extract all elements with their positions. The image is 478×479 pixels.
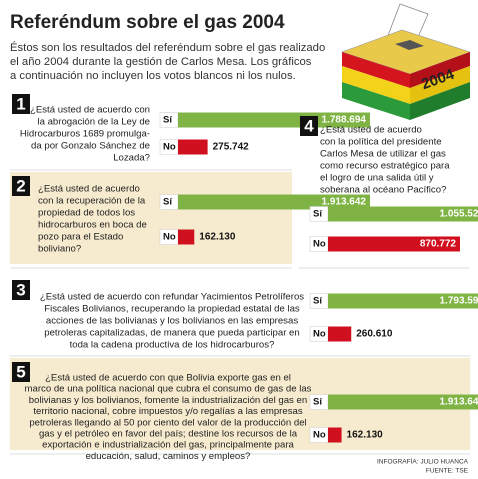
- intro-line: a continuación no incluyen los votos bla…: [10, 70, 296, 82]
- question-line: Fiscales Bolivianos, recuperando la prop…: [44, 304, 300, 315]
- source: FUENTE: TSE: [426, 468, 469, 475]
- value-label: 275.742: [213, 142, 250, 153]
- question-line: educación, salud, caminos y empleos?: [86, 451, 251, 462]
- answer-label: Sí: [313, 397, 322, 408]
- question-line: ¿Está usted de acuerdo con que Bolivia e…: [45, 373, 291, 384]
- value-label: 1.913.642: [322, 197, 367, 208]
- question-line: pozo para el Estado: [38, 232, 123, 243]
- question-line: territorio nacional, cobre impuestos y/o…: [33, 406, 302, 417]
- question-line: da por Gonzalo Sánchez de: [31, 141, 150, 152]
- question-line: hidrocarburos en boca de: [38, 220, 147, 231]
- question-line: Hidrocarburos 1689 promulga-: [20, 129, 150, 140]
- question-line: propiedad de todos los: [38, 208, 135, 219]
- yes-bar: [178, 194, 370, 210]
- value-label: 1.913.642: [440, 397, 478, 408]
- answer-label: No: [313, 329, 326, 340]
- question-line: gas y el petróleo en favor del país; des…: [39, 429, 298, 440]
- value-label: 162.130: [199, 232, 236, 243]
- answer-label: Sí: [163, 115, 172, 126]
- value-label: 1.793.594: [440, 296, 478, 307]
- no-bar: [178, 139, 208, 155]
- intro-line: el año 2004 durante la gestión de Carlos…: [10, 56, 312, 68]
- question-line: marco de una política nacional que cubra…: [25, 384, 312, 395]
- question-line: toda la cadena productiva de los hidroca…: [70, 340, 275, 351]
- question-line: Carlos Mesa de utilizar el gas: [320, 149, 446, 160]
- question-line: boliviano?: [38, 244, 81, 255]
- number-box: [300, 116, 318, 136]
- question-number: 2: [16, 176, 25, 195]
- yes-bar: [328, 293, 478, 309]
- question-number: 3: [16, 280, 25, 299]
- question-line: petroleras llegando al 50 por ciento del…: [29, 417, 306, 428]
- no-bar: [328, 326, 352, 342]
- question-line: ¿Está usted de acuerdo: [38, 184, 140, 195]
- answer-label: No: [313, 430, 326, 441]
- question-line: soberana al océano Pacífico?: [320, 185, 446, 196]
- yes-bar: [328, 206, 478, 222]
- number-box: [12, 280, 30, 300]
- number-box: [12, 362, 30, 382]
- title: Referéndum sobre el gas 2004: [10, 12, 285, 33]
- credit: INFOGRAFÍA: JULIO HUANCA: [377, 457, 469, 466]
- question-line: exportación e industrialización del gas,…: [42, 440, 294, 451]
- question-number: 5: [16, 362, 25, 381]
- number-box: [12, 94, 30, 114]
- value-label: 162.130: [347, 430, 384, 441]
- question-number: 1: [16, 94, 25, 113]
- no-bar: [328, 427, 342, 443]
- answer-label: Sí: [163, 197, 172, 208]
- question-line: bolivianas y los bolivianos, fomente la …: [29, 395, 307, 406]
- question-line: acciones de las bolivianas y los bolivia…: [46, 316, 298, 327]
- value-label: 1.788.694: [322, 115, 367, 126]
- number-box: [12, 176, 30, 196]
- panel: [10, 172, 292, 264]
- answer-label: Sí: [313, 296, 322, 307]
- question-block: 3 ¿Está usted de acuerdo con refundar Yac…: [10, 280, 478, 357]
- question-line: con la recuperación de la: [38, 196, 146, 207]
- yes-bar: [178, 112, 370, 128]
- intro-line: Éstos son los resultados del referéndum …: [10, 41, 325, 54]
- answer-label: No: [163, 232, 176, 243]
- value-label: 1.055.529: [440, 209, 478, 220]
- answer-label: No: [313, 239, 326, 250]
- question-line: ¿Está usted de acuerdo: [320, 125, 422, 136]
- question-line: ¿Está usted de acuerdo con refundar Yaci…: [40, 292, 304, 303]
- answer-label: No: [163, 142, 176, 153]
- question-line: la abrogación de la Ley de: [37, 117, 150, 128]
- no-bar: [178, 229, 195, 245]
- question-line: el logro de una salida útil y: [320, 173, 434, 184]
- question-line: ¿Está usted de acuerdo con: [30, 105, 150, 116]
- value-label: 260.610: [356, 329, 393, 340]
- question-number: 4: [304, 116, 314, 135]
- question-block: 5 ¿Está usted de acuerdo con que Bolivia …: [10, 358, 478, 462]
- no-bar: [328, 236, 460, 252]
- ballot-box: 2004: [341, 3, 471, 120]
- yes-bar: [328, 394, 478, 410]
- question-line: petroleras capitalizadas, de manera que …: [44, 328, 299, 339]
- value-label: 870.772: [420, 239, 457, 250]
- question-line: Lozada?: [113, 153, 150, 164]
- answer-label: Sí: [313, 209, 322, 220]
- question-line: como recurso estratégico para: [320, 161, 450, 172]
- question-line: con la política del presidente: [320, 137, 442, 148]
